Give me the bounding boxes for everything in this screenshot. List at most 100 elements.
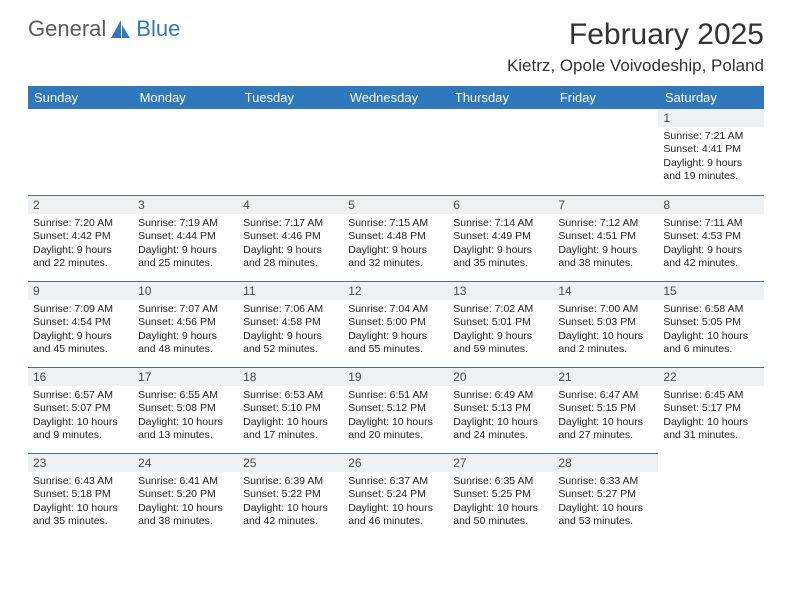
day-details: Sunrise: 6:39 AMSunset: 5:22 PMDaylight:… xyxy=(238,472,343,533)
calendar-body: 1Sunrise: 7:21 AMSunset: 4:41 PMDaylight… xyxy=(28,109,764,539)
day-details: Sunrise: 6:47 AMSunset: 5:15 PMDaylight:… xyxy=(553,386,658,447)
day-details: Sunrise: 6:37 AMSunset: 5:24 PMDaylight:… xyxy=(343,472,448,533)
calendar-empty-cell xyxy=(28,109,133,195)
day-number: 16 xyxy=(28,367,133,386)
day-details: Sunrise: 7:06 AMSunset: 4:58 PMDaylight:… xyxy=(238,300,343,361)
day-details: Sunrise: 7:04 AMSunset: 5:00 PMDaylight:… xyxy=(343,300,448,361)
weekday-header: Tuesday xyxy=(238,86,343,109)
calendar-day-cell: 17Sunrise: 6:55 AMSunset: 5:08 PMDayligh… xyxy=(133,367,238,453)
day-number: 1 xyxy=(658,109,763,127)
calendar-day-cell: 18Sunrise: 6:53 AMSunset: 5:10 PMDayligh… xyxy=(238,367,343,453)
weekday-header: Thursday xyxy=(448,86,553,109)
day-number: 24 xyxy=(133,453,238,472)
calendar-day-cell: 5Sunrise: 7:15 AMSunset: 4:48 PMDaylight… xyxy=(343,195,448,281)
weekday-header: Monday xyxy=(133,86,238,109)
weekday-header: Saturday xyxy=(658,86,763,109)
calendar-week-row: 2Sunrise: 7:20 AMSunset: 4:42 PMDaylight… xyxy=(28,195,764,281)
day-number: 18 xyxy=(238,367,343,386)
calendar-week-row: 23Sunrise: 6:43 AMSunset: 5:18 PMDayligh… xyxy=(28,453,764,539)
calendar-empty-cell xyxy=(133,109,238,195)
calendar-day-cell: 16Sunrise: 6:57 AMSunset: 5:07 PMDayligh… xyxy=(28,367,133,453)
calendar-day-cell: 3Sunrise: 7:19 AMSunset: 4:44 PMDaylight… xyxy=(133,195,238,281)
calendar-day-cell: 21Sunrise: 6:47 AMSunset: 5:15 PMDayligh… xyxy=(553,367,658,453)
day-number: 8 xyxy=(658,195,763,214)
calendar-day-cell: 19Sunrise: 6:51 AMSunset: 5:12 PMDayligh… xyxy=(343,367,448,453)
day-details: Sunrise: 7:20 AMSunset: 4:42 PMDaylight:… xyxy=(28,214,133,275)
day-details: Sunrise: 6:51 AMSunset: 5:12 PMDaylight:… xyxy=(343,386,448,447)
day-details: Sunrise: 6:43 AMSunset: 5:18 PMDaylight:… xyxy=(28,472,133,533)
title-block: February 2025 Kietrz, Opole Voivodeship,… xyxy=(507,18,764,76)
weekday-header: Wednesday xyxy=(343,86,448,109)
brand-logo: General Blue xyxy=(28,18,180,40)
day-number: 2 xyxy=(28,195,133,214)
day-details: Sunrise: 7:07 AMSunset: 4:56 PMDaylight:… xyxy=(133,300,238,361)
day-number: 26 xyxy=(343,453,448,472)
weekday-header: Sunday xyxy=(28,86,133,109)
day-number: 3 xyxy=(133,195,238,214)
calendar-empty-cell xyxy=(343,109,448,195)
day-number: 10 xyxy=(133,281,238,300)
day-number: 15 xyxy=(658,281,763,300)
brand-part1: General xyxy=(28,18,106,40)
day-details: Sunrise: 7:21 AMSunset: 4:41 PMDaylight:… xyxy=(658,127,763,188)
month-title: February 2025 xyxy=(507,18,764,52)
day-details: Sunrise: 7:00 AMSunset: 5:03 PMDaylight:… xyxy=(553,300,658,361)
calendar-day-cell: 1Sunrise: 7:21 AMSunset: 4:41 PMDaylight… xyxy=(658,109,763,195)
calendar-day-cell: 7Sunrise: 7:12 AMSunset: 4:51 PMDaylight… xyxy=(553,195,658,281)
day-details: Sunrise: 7:14 AMSunset: 4:49 PMDaylight:… xyxy=(448,214,553,275)
day-number: 14 xyxy=(553,281,658,300)
day-number: 19 xyxy=(343,367,448,386)
calendar-day-cell: 27Sunrise: 6:35 AMSunset: 5:25 PMDayligh… xyxy=(448,453,553,539)
calendar-day-cell: 12Sunrise: 7:04 AMSunset: 5:00 PMDayligh… xyxy=(343,281,448,367)
calendar-day-cell: 6Sunrise: 7:14 AMSunset: 4:49 PMDaylight… xyxy=(448,195,553,281)
day-details: Sunrise: 6:33 AMSunset: 5:27 PMDaylight:… xyxy=(553,472,658,533)
sail-icon xyxy=(110,19,132,39)
day-details: Sunrise: 6:49 AMSunset: 5:13 PMDaylight:… xyxy=(448,386,553,447)
calendar-day-cell: 28Sunrise: 6:33 AMSunset: 5:27 PMDayligh… xyxy=(553,453,658,539)
page-header: General Blue February 2025 Kietrz, Opole… xyxy=(28,18,764,76)
calendar-day-cell: 22Sunrise: 6:45 AMSunset: 5:17 PMDayligh… xyxy=(658,367,763,453)
calendar-day-cell: 20Sunrise: 6:49 AMSunset: 5:13 PMDayligh… xyxy=(448,367,553,453)
calendar-day-cell: 24Sunrise: 6:41 AMSunset: 5:20 PMDayligh… xyxy=(133,453,238,539)
calendar-day-cell: 2Sunrise: 7:20 AMSunset: 4:42 PMDaylight… xyxy=(28,195,133,281)
calendar-empty-cell xyxy=(658,453,763,539)
day-number: 25 xyxy=(238,453,343,472)
day-details: Sunrise: 7:09 AMSunset: 4:54 PMDaylight:… xyxy=(28,300,133,361)
day-details: Sunrise: 6:45 AMSunset: 5:17 PMDaylight:… xyxy=(658,386,763,447)
day-details: Sunrise: 7:12 AMSunset: 4:51 PMDaylight:… xyxy=(553,214,658,275)
calendar-table: SundayMondayTuesdayWednesdayThursdayFrid… xyxy=(28,86,764,539)
location-text: Kietrz, Opole Voivodeship, Poland xyxy=(507,56,764,76)
day-details: Sunrise: 7:17 AMSunset: 4:46 PMDaylight:… xyxy=(238,214,343,275)
day-number: 21 xyxy=(553,367,658,386)
calendar-header-row: SundayMondayTuesdayWednesdayThursdayFrid… xyxy=(28,86,764,109)
calendar-empty-cell xyxy=(448,109,553,195)
day-number: 27 xyxy=(448,453,553,472)
day-details: Sunrise: 6:58 AMSunset: 5:05 PMDaylight:… xyxy=(658,300,763,361)
day-number: 20 xyxy=(448,367,553,386)
day-number: 17 xyxy=(133,367,238,386)
day-details: Sunrise: 7:11 AMSunset: 4:53 PMDaylight:… xyxy=(658,214,763,275)
calendar-day-cell: 23Sunrise: 6:43 AMSunset: 5:18 PMDayligh… xyxy=(28,453,133,539)
day-details: Sunrise: 7:02 AMSunset: 5:01 PMDaylight:… xyxy=(448,300,553,361)
day-number: 13 xyxy=(448,281,553,300)
calendar-empty-cell xyxy=(553,109,658,195)
calendar-day-cell: 11Sunrise: 7:06 AMSunset: 4:58 PMDayligh… xyxy=(238,281,343,367)
day-details: Sunrise: 7:19 AMSunset: 4:44 PMDaylight:… xyxy=(133,214,238,275)
calendar-day-cell: 8Sunrise: 7:11 AMSunset: 4:53 PMDaylight… xyxy=(658,195,763,281)
day-details: Sunrise: 6:55 AMSunset: 5:08 PMDaylight:… xyxy=(133,386,238,447)
day-number: 9 xyxy=(28,281,133,300)
day-number: 4 xyxy=(238,195,343,214)
calendar-day-cell: 4Sunrise: 7:17 AMSunset: 4:46 PMDaylight… xyxy=(238,195,343,281)
day-number: 12 xyxy=(343,281,448,300)
day-number: 7 xyxy=(553,195,658,214)
calendar-week-row: 16Sunrise: 6:57 AMSunset: 5:07 PMDayligh… xyxy=(28,367,764,453)
weekday-header: Friday xyxy=(553,86,658,109)
calendar-day-cell: 26Sunrise: 6:37 AMSunset: 5:24 PMDayligh… xyxy=(343,453,448,539)
brand-part2: Blue xyxy=(136,18,180,40)
day-number: 6 xyxy=(448,195,553,214)
day-details: Sunrise: 6:35 AMSunset: 5:25 PMDaylight:… xyxy=(448,472,553,533)
calendar-day-cell: 25Sunrise: 6:39 AMSunset: 5:22 PMDayligh… xyxy=(238,453,343,539)
calendar-day-cell: 13Sunrise: 7:02 AMSunset: 5:01 PMDayligh… xyxy=(448,281,553,367)
day-number: 28 xyxy=(553,453,658,472)
calendar-empty-cell xyxy=(238,109,343,195)
